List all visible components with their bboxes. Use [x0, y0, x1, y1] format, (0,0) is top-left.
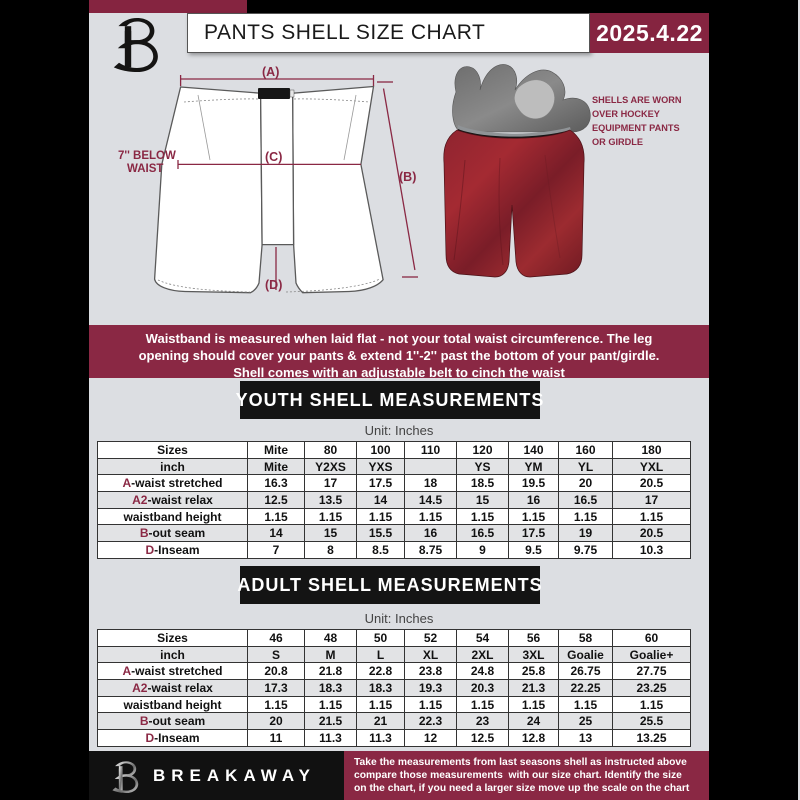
svg-text:WAIST: WAIST	[127, 163, 163, 175]
svg-text:(D): (D)	[265, 278, 282, 292]
svg-text:7'' BELOW: 7'' BELOW	[118, 150, 176, 162]
svg-text:SHELLS ARE WORN: SHELLS ARE WORN	[592, 95, 682, 105]
svg-text:(C): (C)	[265, 150, 282, 164]
svg-text:OVER HOCKEY: OVER HOCKEY	[592, 109, 660, 119]
svg-text:(A): (A)	[262, 65, 279, 79]
svg-text:(B): (B)	[399, 170, 416, 184]
svg-text:OR GIRDLE: OR GIRDLE	[592, 137, 643, 147]
svg-text:EQUIPMENT PANTS: EQUIPMENT PANTS	[592, 123, 680, 133]
